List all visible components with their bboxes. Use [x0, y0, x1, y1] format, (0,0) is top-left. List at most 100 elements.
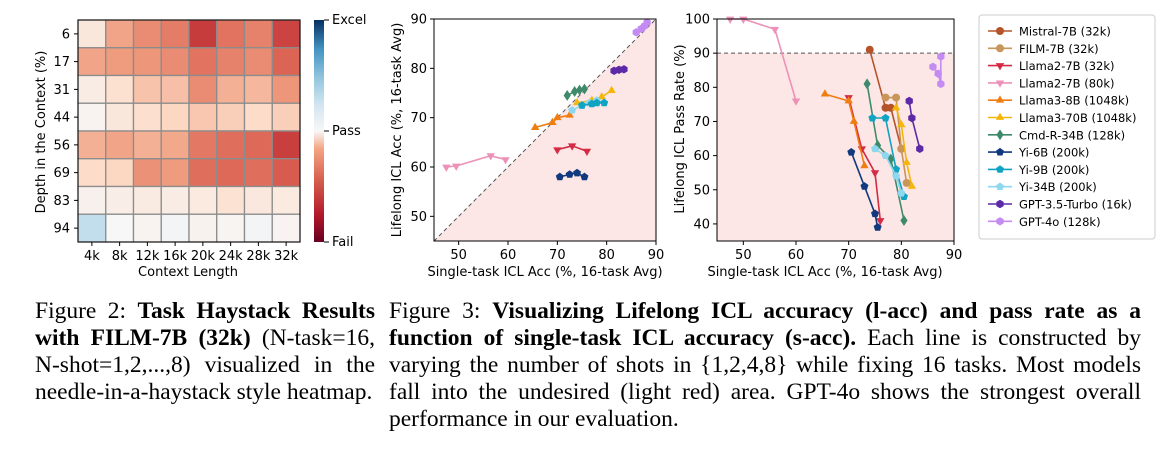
heatmap-cell — [188, 130, 218, 160]
x-tick-label: 80 — [893, 248, 910, 263]
data-point — [548, 117, 557, 126]
data-point — [563, 90, 571, 101]
plot-frame — [433, 18, 657, 242]
heatmap-frame — [77, 19, 301, 243]
heatmap-x-tick-label: 32k — [274, 249, 299, 264]
x-tick-label: 60 — [788, 248, 805, 263]
legend-label: FILM-7B (32k) — [1019, 42, 1099, 56]
data-point — [868, 113, 877, 122]
data-point — [937, 79, 945, 89]
series-line — [885, 96, 908, 184]
heatmap-cell — [216, 130, 246, 160]
data-point — [996, 44, 1004, 53]
lifelong-acc-chart: 50 60 70 80 90 50 60 70 80 90 — [410, 13, 664, 264]
data-point — [897, 120, 906, 128]
heatmap-cell — [243, 158, 273, 188]
fig2-caption-bold: Task Haystack Results with FILM-7B (32k) — [35, 298, 375, 351]
series-line — [850, 151, 879, 228]
legend-frame — [978, 14, 1156, 240]
heatmap-y-tick-label: 83 — [53, 194, 70, 209]
heatmap-cell — [77, 130, 107, 160]
heatmap-cell — [77, 185, 107, 215]
heatmap-cell — [160, 74, 190, 104]
heatmap-x-tick-label: 20k — [191, 249, 216, 264]
data-point — [871, 209, 879, 218]
data-point — [996, 217, 1004, 226]
data-point — [847, 148, 856, 156]
data-point — [565, 110, 574, 118]
heatmap-cell — [216, 158, 246, 188]
heatmap-cell — [243, 47, 273, 77]
fig3-caption-prefix: Figure 3: — [389, 298, 493, 324]
pass-rate-chart: 50 60 70 80 90 40 50 60 70 80 90 100 — [685, 13, 962, 264]
data-point — [568, 106, 577, 114]
heatmap-cell — [243, 102, 273, 132]
heatmap-cell — [243, 213, 273, 243]
heatmap-cell — [105, 158, 135, 188]
heatmap-cell — [77, 102, 107, 132]
heatmap-cell — [188, 158, 218, 188]
heatmap-cell — [271, 47, 301, 77]
data-point — [844, 96, 853, 104]
heatmap-cell — [160, 185, 190, 215]
data-point — [996, 182, 1004, 191]
data-point — [553, 147, 562, 155]
y-tick-label: 60 — [693, 149, 710, 164]
data-point — [820, 89, 830, 97]
data-point — [996, 27, 1004, 35]
data-point — [905, 96, 913, 106]
data-point — [995, 80, 1005, 88]
heatmap-cell — [271, 158, 301, 188]
x-tick-label: 50 — [735, 248, 752, 263]
heatmap-cell — [188, 102, 218, 132]
data-point — [553, 112, 562, 121]
y-tick-label: 60 — [410, 161, 427, 176]
heatmap-x-tick-label: 12k — [135, 249, 160, 264]
data-point — [575, 84, 584, 96]
series-line — [872, 117, 905, 197]
heatmap-cell — [271, 213, 301, 243]
x-tick-label: 90 — [946, 248, 963, 263]
data-point — [501, 157, 510, 165]
y-tick-label: 70 — [410, 111, 427, 126]
legend-label: GPT-4o (128k) — [1019, 215, 1101, 229]
heatmap-x-tick-label: 28k — [246, 249, 271, 264]
data-point — [565, 170, 574, 178]
heatmap-cell — [243, 74, 273, 104]
data-point — [874, 139, 882, 151]
heatmap-cell — [132, 47, 162, 77]
data-point — [567, 143, 577, 151]
heatmap-cell — [77, 74, 107, 104]
heatmap-chart: 4k 8k 12k 16k 20k 24k 28k 32k 6 17 31 44 56 69 83 94 — [53, 19, 301, 264]
undesired-area — [717, 53, 954, 242]
y-tick-label: 90 — [410, 13, 427, 28]
data-point — [860, 182, 869, 190]
series-line — [534, 114, 570, 129]
data-point — [934, 69, 942, 78]
legend-label: Llama3-70B (1048k) — [1019, 111, 1136, 125]
data-point — [908, 113, 916, 123]
data-point — [452, 163, 461, 171]
x-tick-label: 50 — [450, 248, 467, 263]
heatmap-y-tick-label: 56 — [53, 138, 70, 153]
y-tick-label: 80 — [410, 62, 427, 77]
heatmap-cell — [216, 19, 246, 49]
fig3-caption-rest: Each line is constructed by varying the … — [389, 325, 1141, 432]
data-point — [897, 188, 906, 197]
legend-label: Cmd-R-34B (128k) — [1019, 128, 1125, 142]
heatmap-cell — [77, 158, 107, 188]
y-tick-label: 80 — [693, 81, 710, 96]
data-point — [873, 223, 882, 231]
heatmap-cell — [105, 185, 135, 215]
fig3-caption-bold: Visualizing Lifelong ICL accuracy (l-acc… — [389, 298, 1141, 351]
data-point — [643, 18, 651, 27]
heatmap-cell — [271, 19, 301, 49]
data-point — [891, 102, 901, 111]
data-point — [530, 122, 540, 130]
y-tick-label: 50 — [693, 183, 710, 198]
heatmap-y-tick-label: 44 — [53, 111, 70, 126]
heatmap-cell — [188, 213, 218, 243]
data-point — [580, 83, 589, 95]
heatmap-cell — [188, 74, 218, 104]
legend: Mistral-7B (32k) FILM-7B (32k) Llama2-7B (… — [978, 14, 1156, 240]
